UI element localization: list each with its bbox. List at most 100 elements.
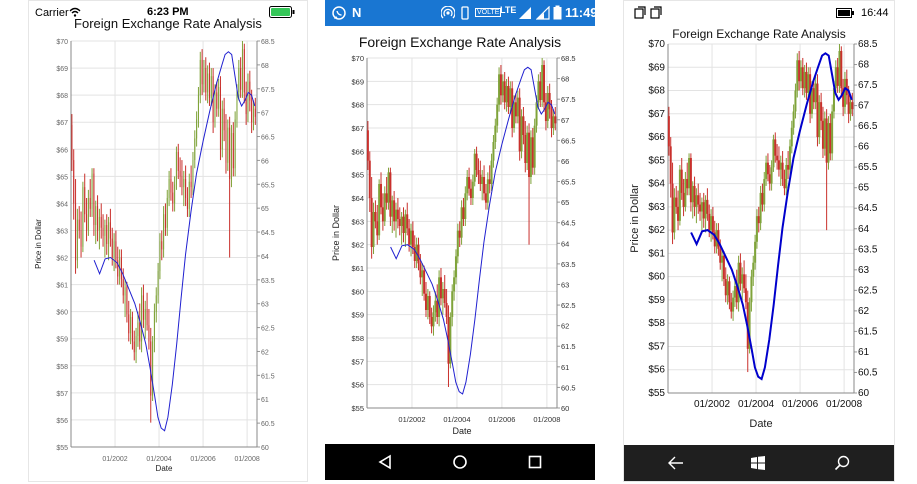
candle (691, 181, 694, 219)
back-arrow-icon[interactable] (667, 455, 685, 471)
y-tick-label: $69 (56, 66, 68, 73)
candle-body (139, 322, 141, 342)
fx-chart-windows: Foreign Exchange Rate Analysis $55 $56 $57 $… (629, 27, 878, 430)
candle (688, 153, 691, 196)
candle (825, 109, 828, 231)
candle-body (219, 87, 221, 150)
candle-body (737, 262, 740, 303)
chart-title: Foreign Exchange Rate Analysis (672, 27, 845, 41)
windows-logo-icon[interactable] (750, 455, 766, 471)
recent-apps-icon[interactable] (527, 454, 543, 470)
candle (518, 88, 521, 161)
candle (689, 153, 692, 212)
candle (514, 93, 517, 124)
candle (451, 284, 454, 327)
y-tick-label: $66 (56, 147, 68, 154)
candle (812, 78, 815, 110)
x-tick-label: 01/2006 (190, 456, 215, 463)
candle-body (91, 173, 93, 209)
candle (157, 262, 159, 304)
candle-body (816, 83, 819, 138)
candle (548, 83, 551, 119)
candle-body (522, 116, 525, 135)
candle (172, 181, 174, 212)
candle-body (419, 263, 422, 278)
candle-body (496, 104, 499, 126)
candle (194, 130, 196, 169)
candle-body (505, 86, 508, 103)
candle (838, 44, 841, 93)
candle (252, 100, 254, 131)
y-tick-label: $61 (56, 283, 68, 290)
y-tick-label: $66 (351, 147, 364, 156)
candle-body (411, 230, 414, 247)
windows-navigation-bar (624, 445, 894, 481)
candle (501, 74, 504, 103)
candle (428, 291, 431, 324)
candle (144, 300, 146, 339)
y-tick-label: $63 (648, 202, 665, 213)
candle-body (155, 295, 157, 312)
candle-body (203, 68, 205, 85)
candle (421, 263, 424, 296)
y-tick-label: $64 (56, 201, 68, 208)
candle-body (232, 133, 234, 169)
candle-body (831, 111, 834, 154)
candle (781, 151, 784, 186)
candle-series (366, 58, 557, 387)
y-tick-label: $69 (648, 62, 665, 73)
back-icon[interactable] (377, 454, 393, 470)
candle (792, 104, 795, 135)
candle (183, 170, 185, 207)
candle (818, 95, 821, 145)
candle-body (728, 281, 731, 303)
candle-body (137, 322, 139, 337)
candle-body (501, 81, 504, 96)
candle (376, 205, 379, 245)
candle (695, 188, 698, 224)
candle (76, 208, 78, 269)
y-tick-label: $60 (648, 272, 665, 283)
candle (798, 50, 801, 91)
candle-body (499, 74, 502, 96)
candle-body (724, 278, 727, 296)
candle (142, 284, 144, 328)
candle-body (428, 296, 431, 317)
candle (245, 81, 247, 125)
y-tick-label: $70 (351, 54, 364, 63)
candle-body (684, 178, 687, 207)
candle (704, 195, 707, 233)
search-icon[interactable] (834, 455, 850, 471)
candle (552, 109, 555, 135)
candle (441, 282, 444, 315)
y-tick-label: $65 (56, 174, 68, 181)
candle-body (241, 49, 243, 90)
candle-body (772, 139, 775, 168)
candle-body (799, 67, 802, 82)
chart-title: Foreign Exchange Rate Analysis (74, 16, 262, 31)
candle (97, 195, 99, 242)
candle (529, 130, 532, 184)
candle (766, 153, 769, 182)
candle-body (552, 116, 555, 128)
y2-tick-label: 64.5 (261, 230, 275, 237)
candle-body (192, 160, 194, 188)
candle-body (449, 317, 452, 364)
candle (391, 195, 394, 233)
candle-body (765, 162, 768, 179)
candle (748, 297, 751, 354)
candle (699, 192, 702, 221)
candle-body (849, 102, 852, 114)
candle (693, 176, 696, 217)
candle (754, 234, 757, 270)
home-icon[interactable] (452, 454, 468, 470)
y-tick-label: $57 (351, 357, 364, 366)
candle (395, 202, 398, 238)
candle-body (236, 92, 238, 120)
y2-tick-label: 61 (261, 397, 269, 404)
candle-body (483, 177, 486, 194)
y2-tick-label: 65 (261, 206, 269, 213)
candle-body (730, 302, 733, 312)
windows-device-screen: 16:44 Foreign Exchange Rate Analysis $55 $… (623, 0, 895, 482)
candle-body (174, 184, 176, 204)
